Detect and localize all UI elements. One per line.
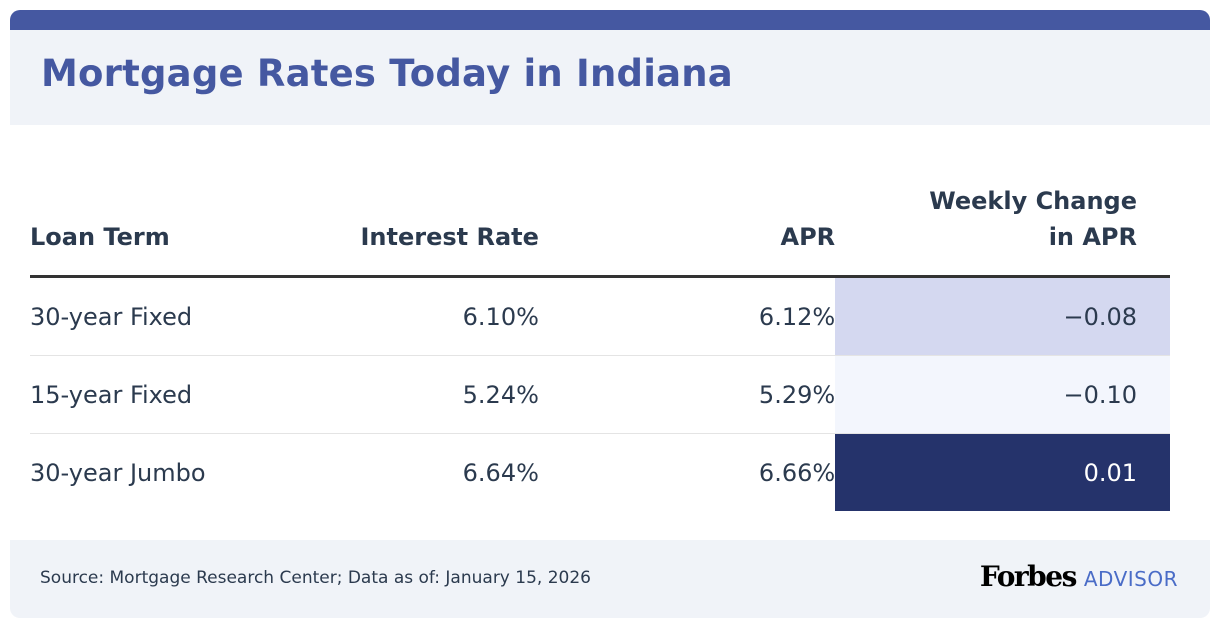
header-weekly-change-text: Weekly Change in APR	[929, 187, 1137, 251]
cell-loan-term: 15-year Fixed	[30, 355, 260, 434]
cell-interest-rate: 5.24%	[259, 355, 539, 434]
top-accent-bar	[10, 10, 1210, 30]
table-row: 15-year Fixed 5.24% 5.29% −0.10	[30, 355, 1170, 434]
header-weekly-change: Weekly Change in APR	[835, 183, 1170, 277]
cell-weekly-change: −0.10	[835, 355, 1170, 434]
header-interest-rate: Interest Rate	[360, 223, 539, 251]
table-row: 30-year Jumbo 6.64% 6.66% 0.01	[30, 433, 1170, 511]
table-row: 30-year Fixed 6.10% 6.12% −0.08	[30, 276, 1170, 356]
rates-card: Mortgage Rates Today in Indiana	[10, 10, 1210, 618]
page-title: Mortgage Rates Today in Indiana	[41, 52, 733, 95]
header-loan-term: Loan Term	[30, 223, 170, 251]
cell-apr: 6.12%	[538, 276, 836, 356]
header-apr: APR	[780, 223, 836, 251]
cell-apr: 6.66%	[758, 458, 836, 487]
cell-interest-rate: 6.64%	[462, 458, 539, 487]
rates-table: Loan Term Interest Rate APR Weekly Chang…	[30, 183, 1170, 511]
cell-apr: 5.29%	[538, 355, 836, 434]
cell-loan-term: 30-year Fixed	[30, 276, 260, 356]
cell-interest-rate: 6.10%	[259, 276, 539, 356]
table-header-row: Loan Term Interest Rate APR Weekly Chang…	[30, 183, 1170, 277]
cell-loan-term: 30-year Jumbo	[30, 458, 206, 487]
cell-weekly-change: 0.01	[835, 433, 1170, 511]
cell-weekly-change: −0.08	[835, 276, 1170, 356]
header: Mortgage Rates Today in Indiana	[10, 30, 1210, 125]
